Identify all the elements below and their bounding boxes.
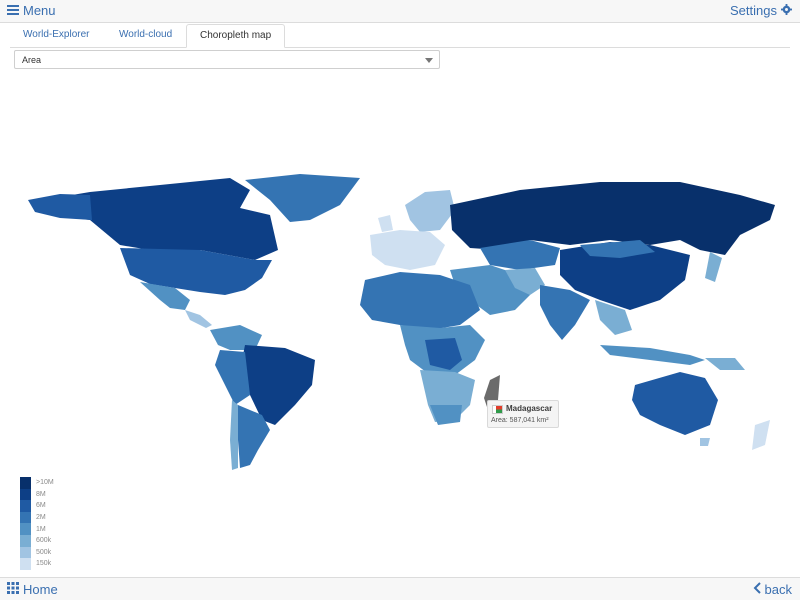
tooltip-country: Madagascar	[506, 404, 553, 413]
legend-label: 600k	[36, 537, 52, 545]
region-tasmania[interactable]	[700, 438, 710, 446]
region-north-africa[interactable]	[360, 272, 480, 330]
legend-label: 6M	[36, 502, 46, 510]
legend-label: 1M	[36, 525, 46, 533]
home-label: Home	[23, 582, 58, 597]
back-label: back	[764, 582, 792, 597]
legend-swatch	[20, 523, 31, 535]
region-usa[interactable]	[120, 248, 272, 295]
legend-item: 8M	[20, 488, 54, 501]
legend-item: 1M	[20, 523, 54, 535]
metric-select-value: Area	[22, 55, 42, 65]
region-central-america[interactable]	[185, 310, 212, 328]
region-alaska[interactable]	[28, 194, 92, 220]
region-mexico[interactable]	[140, 282, 190, 310]
region-new-zealand[interactable]	[752, 420, 770, 450]
menu-label: Menu	[23, 3, 56, 18]
region-russia[interactable]	[450, 182, 775, 255]
madagascar-flag-icon	[492, 405, 503, 414]
legend-swatch	[20, 534, 31, 547]
tab-bar: World-Explorer World-cloud Choropleth ma…	[10, 22, 790, 48]
legend-item: 2M	[20, 511, 54, 524]
tab-world-explorer[interactable]: World-Explorer	[23, 29, 90, 40]
region-south-africa[interactable]	[430, 405, 462, 425]
region-mongolia[interactable]	[580, 240, 655, 258]
legend-item: 6M	[20, 500, 54, 512]
region-western-europe[interactable]	[370, 230, 445, 270]
gear-icon	[781, 3, 792, 18]
legend-label: 8M	[36, 490, 46, 498]
map-tooltip: Madagascar Area: 587,041 km²	[487, 400, 559, 428]
legend-label: >10M	[36, 479, 54, 487]
region-southeast-asia[interactable]	[595, 300, 632, 335]
region-papua[interactable]	[705, 358, 745, 370]
grid-icon	[7, 582, 19, 597]
region-kazakhstan[interactable]	[480, 240, 560, 270]
legend-label: 150k	[36, 560, 52, 568]
back-button[interactable]: back	[753, 582, 792, 597]
legend-swatch	[20, 488, 31, 501]
world-choropleth-map[interactable]	[0, 160, 800, 480]
region-china[interactable]	[560, 242, 690, 310]
map-legend: >10M 8M 6M 2M 1M 600k 500k 150k	[20, 477, 54, 570]
region-indonesia[interactable]	[600, 345, 705, 365]
home-button[interactable]: Home	[7, 582, 58, 597]
menu-button[interactable]: Menu	[7, 3, 56, 18]
tab-choropleth-map[interactable]: Choropleth map	[186, 24, 286, 48]
legend-label: 500k	[36, 548, 52, 556]
settings-label: Settings	[730, 3, 777, 18]
chevron-down-icon	[425, 58, 433, 63]
region-uk[interactable]	[378, 215, 393, 232]
legend-swatch	[20, 558, 31, 570]
region-colombia-venezuela[interactable]	[210, 325, 262, 350]
settings-button[interactable]: Settings	[730, 3, 792, 18]
region-iran[interactable]	[505, 268, 545, 295]
legend-label: 2M	[36, 514, 46, 522]
legend-item: >10M	[20, 477, 54, 489]
legend-item: 500k	[20, 546, 54, 559]
region-india[interactable]	[540, 285, 590, 340]
legend-swatch	[20, 511, 31, 524]
region-canada[interactable]	[30, 178, 278, 260]
region-scandinavia[interactable]	[405, 190, 455, 232]
legend-swatch	[20, 500, 31, 512]
chevron-left-icon	[753, 582, 761, 597]
region-australia[interactable]	[632, 372, 718, 435]
region-chile[interactable]	[230, 400, 238, 470]
top-bar: Menu Settings	[0, 0, 800, 23]
region-brazil[interactable]	[240, 345, 315, 425]
tooltip-area: Area: 587,041 km²	[491, 417, 549, 424]
legend-item: 600k	[20, 534, 54, 547]
region-drc[interactable]	[425, 338, 462, 370]
hamburger-icon	[7, 3, 19, 18]
region-greenland[interactable]	[245, 174, 360, 222]
legend-swatch	[20, 546, 31, 559]
legend-swatch	[20, 477, 31, 489]
region-peru-bolivia[interactable]	[215, 350, 250, 405]
region-argentina[interactable]	[238, 405, 270, 468]
legend-item: 150k	[20, 558, 54, 570]
metric-select[interactable]: Area	[14, 50, 440, 69]
region-japan[interactable]	[705, 252, 722, 282]
bottom-bar: Home back	[0, 577, 800, 600]
tab-world-cloud[interactable]: World-cloud	[119, 29, 173, 40]
